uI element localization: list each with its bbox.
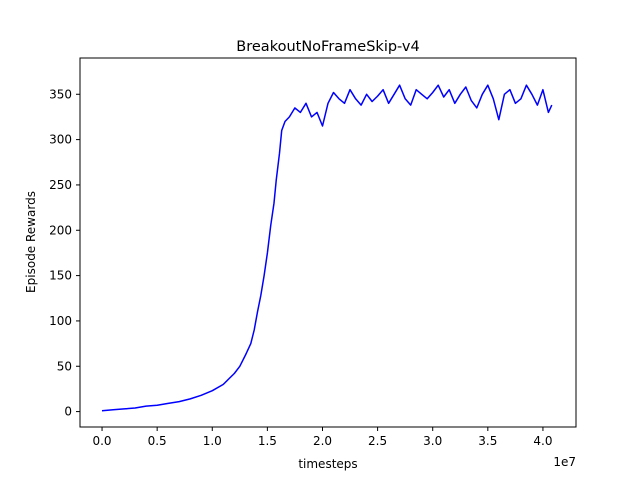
x-tick-label: 4.0 bbox=[533, 434, 552, 448]
x-tick-label: 1.5 bbox=[258, 434, 277, 448]
plot-area bbox=[101, 84, 553, 412]
y-tick-label: 350 bbox=[49, 87, 72, 101]
chart-title: BreakoutNoFrameSkip-v4 bbox=[236, 39, 419, 55]
y-tick-label: 100 bbox=[49, 314, 72, 328]
plot-frame bbox=[79, 57, 577, 428]
y-tick-label: 150 bbox=[49, 269, 72, 283]
x-tick-label: 3.5 bbox=[478, 434, 497, 448]
y-tick-label: 0 bbox=[64, 405, 72, 419]
x-axis-label: timesteps bbox=[298, 457, 357, 471]
x-tick-label: 0.0 bbox=[92, 434, 111, 448]
y-tick-label: 200 bbox=[49, 223, 72, 237]
x-tick-label: 3.0 bbox=[423, 434, 442, 448]
y-tick-label: 250 bbox=[49, 178, 72, 192]
y-axis-label: Episode Rewards bbox=[24, 191, 38, 293]
x-tick-label: 2.5 bbox=[368, 434, 387, 448]
x-tick-label: 2.0 bbox=[313, 434, 332, 448]
axis-ticks: 0.0 0.5 1.0 1.5 2.0 2.5 3.0 3.5 4.0 0 50 100 150 200 2… bbox=[49, 87, 552, 448]
y-tick-label: 50 bbox=[57, 359, 72, 373]
x-tick-label: 1.0 bbox=[203, 434, 222, 448]
x-tick-label: 0.5 bbox=[148, 434, 167, 448]
y-tick-label: 300 bbox=[49, 133, 72, 147]
series-line bbox=[101, 84, 553, 412]
x-axis-offset-label: 1e7 bbox=[553, 455, 576, 469]
